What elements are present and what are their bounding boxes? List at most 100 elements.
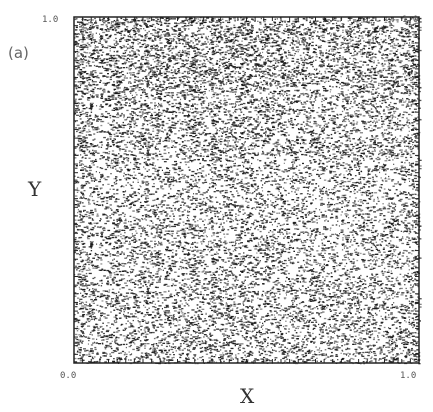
scatter-point	[236, 313, 239, 314]
scatter-point	[317, 228, 319, 229]
scatter-point	[246, 326, 249, 327]
scatter-point	[295, 328, 296, 329]
scatter-point	[118, 337, 120, 338]
scatter-point	[347, 348, 348, 349]
scatter-point	[75, 296, 77, 297]
scatter-point	[103, 230, 106, 231]
scatter-point	[344, 266, 346, 267]
scatter-point	[378, 339, 380, 340]
scatter-point	[171, 285, 173, 286]
scatter-point	[142, 319, 144, 320]
scatter-point	[352, 284, 354, 285]
scatter-point	[88, 285, 91, 286]
scatter-point	[128, 275, 130, 276]
scatter-point	[336, 341, 339, 342]
scatter-point	[225, 297, 228, 298]
scatter-point	[247, 240, 250, 241]
scatter-point	[285, 281, 286, 282]
scatter-point	[141, 352, 143, 353]
scatter-point	[348, 228, 349, 229]
scatter-point	[285, 263, 287, 264]
scatter-point	[414, 278, 415, 279]
scatter-point	[245, 266, 247, 267]
scatter-point	[159, 257, 160, 258]
scatter-point	[88, 356, 91, 357]
scatter-point	[129, 262, 131, 263]
scatter-point	[184, 278, 186, 279]
scatter-point	[235, 267, 236, 268]
scatter-point	[204, 227, 207, 228]
scatter-point	[283, 310, 285, 311]
scatter-point	[249, 306, 251, 307]
scatter-point	[115, 315, 117, 316]
scatter-point	[304, 264, 305, 265]
scatter-point	[309, 351, 310, 352]
scatter-point	[277, 241, 278, 242]
scatter-point	[290, 313, 291, 314]
scatter-point	[403, 317, 406, 318]
scatter-point	[78, 229, 81, 230]
scatter-point	[380, 353, 382, 354]
scatter-point	[142, 266, 144, 267]
scatter-point	[97, 352, 99, 353]
scatter-point	[319, 352, 320, 353]
scatter-point	[120, 334, 122, 335]
scatter-point	[123, 296, 124, 297]
scatter-point	[105, 242, 107, 243]
scatter-point	[405, 335, 408, 336]
scatter-point	[292, 352, 295, 353]
scatter-point	[314, 307, 316, 308]
scatter-point	[183, 316, 186, 317]
scatter-point	[411, 348, 413, 349]
scatter-point	[170, 322, 171, 323]
scatter-point	[275, 359, 276, 360]
scatter-point	[101, 340, 102, 341]
scatter-point	[214, 339, 217, 340]
scatter-point	[386, 359, 388, 360]
scatter-point	[121, 324, 122, 325]
scatter-point	[166, 352, 168, 353]
scatter-point	[278, 282, 281, 283]
scatter-point	[268, 319, 270, 320]
scatter-point	[190, 232, 192, 233]
scatter-point	[330, 338, 332, 339]
scatter-point	[390, 281, 393, 282]
scatter-point	[259, 305, 260, 306]
scatter-point	[356, 331, 358, 332]
scatter-point	[234, 280, 236, 281]
scatter-point	[102, 329, 104, 330]
scatter-point	[230, 329, 232, 330]
scatter-point	[276, 312, 278, 313]
scatter-point	[357, 227, 359, 228]
scatter-point	[157, 297, 159, 298]
scatter-point	[247, 301, 250, 302]
scatter-point	[143, 316, 145, 317]
scatter-point	[135, 230, 136, 231]
scatter-point	[401, 304, 404, 305]
scatter-point	[358, 353, 361, 354]
scatter-point	[302, 361, 304, 362]
scatter-point	[233, 305, 236, 306]
scatter-point	[405, 355, 408, 356]
scatter-point	[314, 236, 316, 237]
scatter-point	[316, 229, 318, 230]
scatter-point	[88, 361, 89, 362]
scatter-point	[182, 229, 185, 230]
scatter-point	[190, 351, 192, 352]
scatter-point	[79, 254, 81, 255]
scatter-point	[168, 323, 170, 324]
scatter-point	[284, 360, 286, 361]
scatter-point	[134, 287, 136, 288]
scatter-point	[360, 349, 362, 350]
scatter-point	[155, 253, 157, 254]
scatter-point	[302, 339, 304, 340]
scatter-point	[285, 270, 288, 271]
scatter-point	[213, 299, 215, 300]
scatter-point	[143, 336, 145, 337]
scatter-point	[293, 318, 294, 319]
scatter-point	[148, 293, 151, 294]
scatter-point	[167, 286, 170, 287]
scatter-point	[126, 318, 128, 319]
scatter-point	[380, 350, 382, 351]
scatter-point	[412, 242, 415, 243]
